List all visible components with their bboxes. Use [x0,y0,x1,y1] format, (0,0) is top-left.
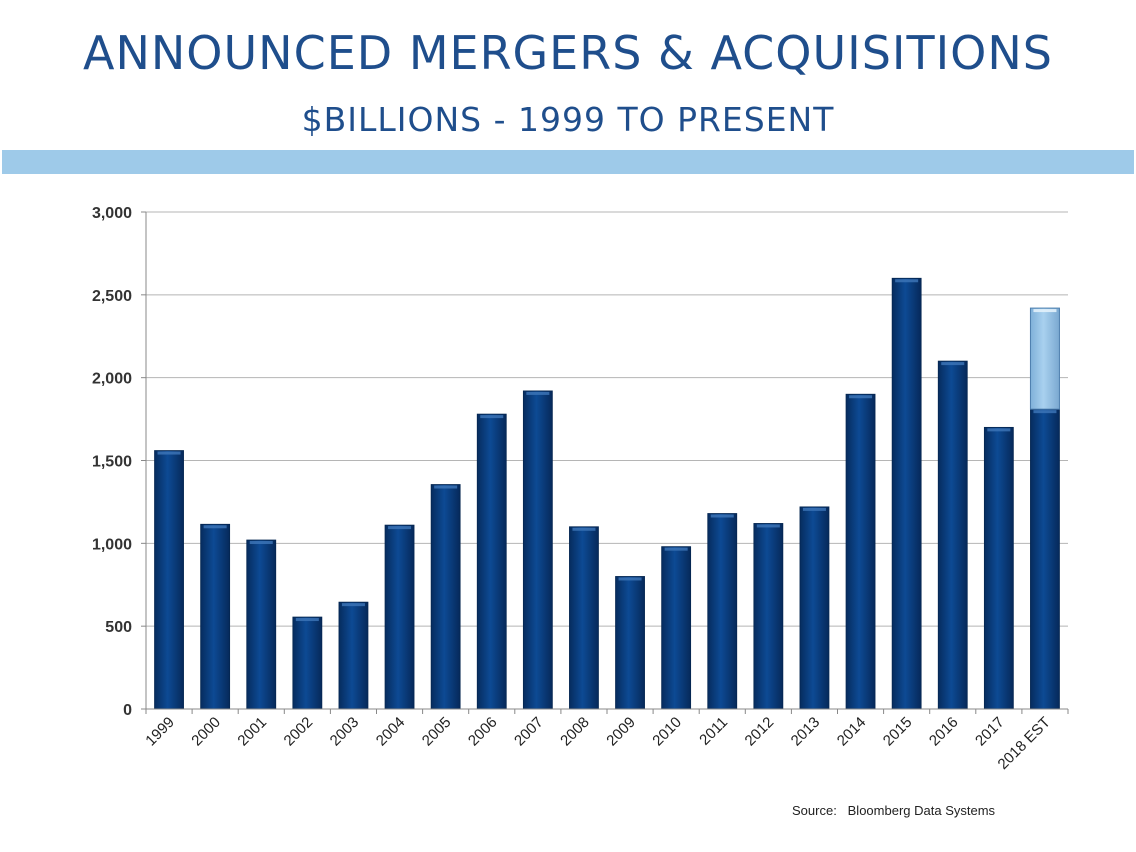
bar-2016 [937,360,968,710]
x-tick-label: 2010 [649,714,685,750]
bar-highlight [710,514,734,518]
bar-highlight [203,525,227,529]
bar-highlight [341,603,365,607]
bar-highlight [572,527,596,531]
x-tick-label: 2009 [603,714,639,750]
x-tick-label: 2001 [234,714,270,750]
bar-highlight [1033,410,1057,414]
x-tick-label: 2000 [188,714,224,750]
bar-highlight [249,541,273,545]
bar-2017 [983,426,1014,710]
bar-2011 [707,513,738,710]
y-tick-label: 1,000 [92,536,132,553]
bar-2010 [661,546,692,710]
x-tick-label: 2017 [972,714,1008,750]
gridlines [146,211,1068,627]
bar-highlight [987,428,1011,432]
y-tick-label: 2,000 [92,371,132,388]
y-tick-label: 500 [105,619,132,636]
x-tick-label: 2003 [327,714,363,750]
x-tick-label: 2012 [742,714,778,750]
x-tick-label: 2015 [880,714,916,750]
y-tick-label: 2,500 [92,288,132,305]
x-tick-label: 2011 [696,714,731,749]
bar-2014 [845,393,876,710]
x-tick-label: 2005 [419,714,455,750]
y-tick-label: 0 [123,702,132,719]
bar-highlight [388,526,412,530]
bar-2008 [569,526,599,710]
bar-2013 [799,506,830,710]
x-tick-label: 2008 [557,714,593,750]
bar-highlight [802,507,826,511]
bar-highlight [295,618,319,622]
bar-2006 [476,413,507,710]
x-tick-label: 2002 [281,714,317,750]
bar-2005 [430,484,461,710]
source-note: Source: Bloomberg Data Systems [792,803,996,818]
bars [154,277,1060,710]
axes [141,211,1069,714]
x-tick-label: 2004 [373,714,409,750]
bar-2001 [246,539,277,710]
x-tick-label: 2016 [926,714,962,750]
bar-highlight [895,279,919,283]
bar-highlight [756,524,780,528]
bar-2018-est [1030,408,1060,710]
bar-2007 [522,390,553,710]
bar-2000 [200,523,231,710]
x-tick-label: 2014 [834,714,870,750]
bar-highlight [157,451,181,455]
bar-highlight [941,362,965,366]
bar-highlight [664,547,688,551]
bar-2015 [891,277,922,710]
y-tick-label: 3,000 [92,205,132,222]
y-tick-label: 1,500 [92,454,132,471]
page-subtitle: $BILLIONS - 1999 TO PRESENT [301,100,835,139]
bar-highlight [849,395,873,399]
x-tick-label: 2007 [511,714,547,750]
bar-highlight [480,415,504,419]
page-title: ANNOUNCED MERGERS & ACQUISITIONS [83,26,1053,80]
bar-highlight [1033,309,1057,313]
accent-band [2,150,1134,174]
bar-2002 [292,616,323,710]
bar-highlight [526,391,550,395]
bar-2004 [384,524,415,710]
x-tick-label: 2006 [465,714,501,750]
bar-1999 [154,450,184,710]
bar-2003 [338,601,369,710]
bar-estimate-extension [1029,307,1060,410]
bar-highlight [618,577,642,581]
bar-2009 [615,576,645,710]
x-tick-label: 1999 [142,714,178,750]
x-tick-label: 2013 [788,714,824,750]
bar-highlight [434,485,458,489]
bar-2012 [753,523,784,710]
